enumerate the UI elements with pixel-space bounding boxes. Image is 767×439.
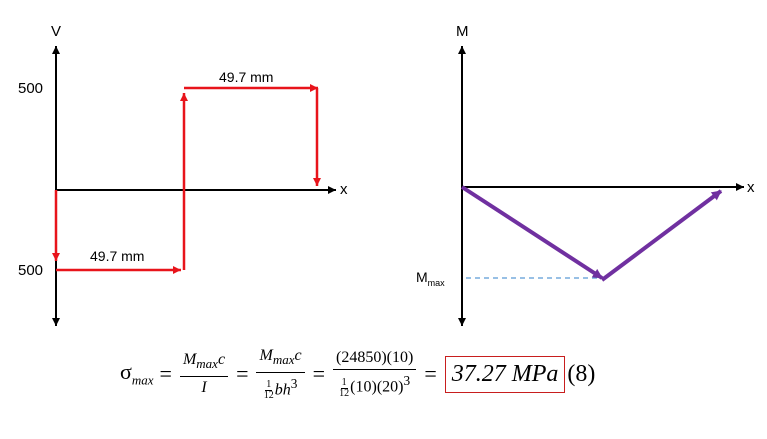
shear-diagram: V x 500 500 49.7 mm 49.7 mm	[18, 23, 348, 326]
moment-up-arrow	[600, 189, 723, 282]
fraction-numeric: (24850)(10) 1 12 (10)(20)3	[333, 349, 417, 398]
moment-diagram: M x Mmax	[416, 23, 755, 326]
moment-down-arrow	[460, 185, 604, 280]
equals-sign-2: =	[236, 361, 249, 386]
sigma-symbol: σmax	[120, 359, 154, 388]
result-box: 37.27 MPa	[444, 355, 566, 393]
max-stress-formula: σmax = Mmaxc I = Mmaxc 1 12 bh3 = (24850)(…	[120, 346, 595, 402]
mmax-label: Mmax	[416, 269, 445, 288]
shear-v-axis-label: V	[51, 23, 61, 40]
moment-x-axis-label: x	[747, 179, 755, 196]
shear-dim-bottom-label: 49.7 mm	[90, 248, 144, 264]
moment-m-axis-label: M	[456, 23, 469, 40]
shear-dim-top-label: 49.7 mm	[219, 69, 273, 85]
equals-sign-1: =	[159, 361, 172, 386]
fraction-mc-over-bh3: Mmaxc 1 12 bh3	[256, 347, 305, 400]
shear-tick-bottom-label: 500	[18, 262, 43, 279]
fraction-mc-over-i: Mmaxc I	[179, 351, 229, 396]
diagrams-canvas: V x 500 500 49.7 mm 49.7 mm M x Mmax	[18, 23, 755, 326]
equals-sign-3: =	[312, 361, 326, 386]
shear-x-axis-label: x	[340, 181, 348, 198]
shear-tick-top-label: 500	[18, 80, 43, 97]
equals-sign-4: =	[424, 361, 437, 386]
equation-number: (8)	[567, 360, 596, 387]
